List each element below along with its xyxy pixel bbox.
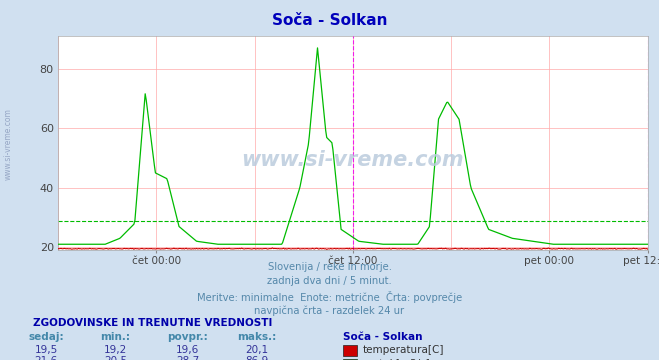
Text: www.si-vreme.com: www.si-vreme.com [242, 150, 464, 170]
Text: 86,9: 86,9 [245, 356, 269, 360]
Text: 28,7: 28,7 [176, 356, 200, 360]
Text: 20,1: 20,1 [245, 345, 269, 355]
Text: Meritve: minimalne  Enote: metrične  Črta: povprečje: Meritve: minimalne Enote: metrične Črta:… [197, 291, 462, 303]
Text: ZGODOVINSKE IN TRENUTNE VREDNOSTI: ZGODOVINSKE IN TRENUTNE VREDNOSTI [33, 318, 272, 328]
Text: 19,5: 19,5 [34, 345, 58, 355]
Text: Soča - Solkan: Soča - Solkan [343, 332, 422, 342]
Text: navpična črta - razdelek 24 ur: navpična črta - razdelek 24 ur [254, 305, 405, 316]
Text: 19,6: 19,6 [176, 345, 200, 355]
Text: pretok[m3/s]: pretok[m3/s] [362, 359, 430, 360]
Text: sedaj:: sedaj: [28, 332, 64, 342]
Text: temperatura[C]: temperatura[C] [362, 345, 444, 355]
Text: 19,2: 19,2 [103, 345, 127, 355]
Text: maks.:: maks.: [237, 332, 277, 342]
Text: Soča - Solkan: Soča - Solkan [272, 13, 387, 28]
Text: Slovenija / reke in morje.: Slovenija / reke in morje. [268, 262, 391, 272]
Text: zadnja dva dni / 5 minut.: zadnja dva dni / 5 minut. [267, 276, 392, 287]
Text: www.si-vreme.com: www.si-vreme.com [4, 108, 13, 180]
Text: min.:: min.: [100, 332, 130, 342]
Text: 20,5: 20,5 [103, 356, 127, 360]
Text: povpr.:: povpr.: [167, 332, 208, 342]
Text: 21,6: 21,6 [34, 356, 58, 360]
